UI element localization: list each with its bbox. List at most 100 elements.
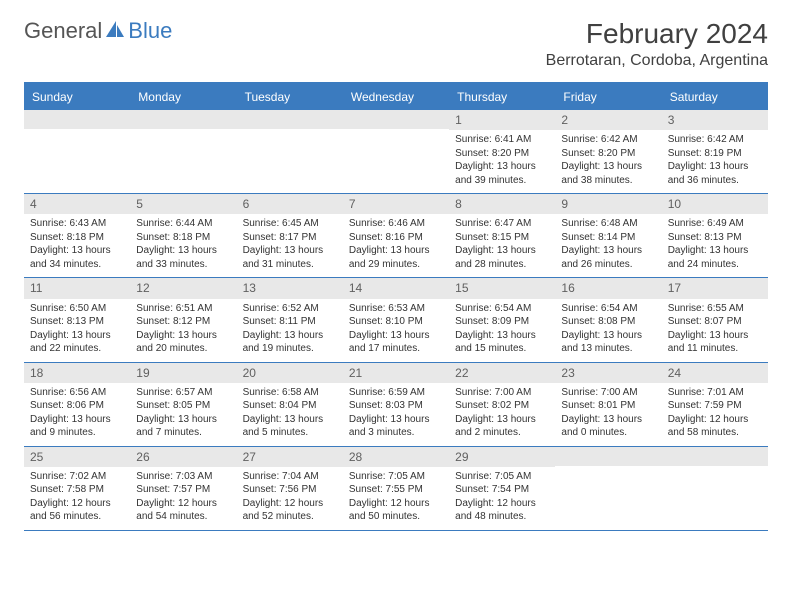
location-text: Berrotaran, Cordoba, Argentina (546, 52, 768, 70)
header-right: February 2024 Berrotaran, Cordoba, Argen… (546, 18, 768, 70)
day-cell: 18 Sunrise: 6:56 AMSunset: 8:06 PMDayligh… (24, 363, 130, 447)
day-cell: 25 Sunrise: 7:02 AMSunset: 7:58 PMDayligh… (24, 447, 130, 531)
empty-cell (237, 110, 343, 194)
day-cell: 9 Sunrise: 6:48 AMSunset: 8:14 PMDaylight… (555, 194, 661, 278)
day-number: 28 (343, 447, 449, 467)
day-details: Sunrise: 7:03 AMSunset: 7:57 PMDaylight:… (136, 470, 230, 524)
empty-band (24, 110, 130, 129)
day-number: 12 (130, 278, 236, 298)
day-number: 29 (449, 447, 555, 467)
day-number: 18 (24, 363, 130, 383)
day-details: Sunrise: 6:46 AMSunset: 8:16 PMDaylight:… (349, 217, 443, 271)
empty-cell (24, 110, 130, 194)
empty-cell (343, 110, 449, 194)
day-number: 1 (449, 110, 555, 130)
day-cell: 21 Sunrise: 6:59 AMSunset: 8:03 PMDayligh… (343, 363, 449, 447)
day-details: Sunrise: 6:45 AMSunset: 8:17 PMDaylight:… (243, 217, 337, 271)
empty-band (237, 110, 343, 129)
day-cell: 8 Sunrise: 6:47 AMSunset: 8:15 PMDaylight… (449, 194, 555, 278)
day-cell: 15 Sunrise: 6:54 AMSunset: 8:09 PMDayligh… (449, 278, 555, 362)
day-cell: 2 Sunrise: 6:42 AMSunset: 8:20 PMDaylight… (555, 110, 661, 194)
empty-band (130, 110, 236, 129)
day-details: Sunrise: 6:57 AMSunset: 8:05 PMDaylight:… (136, 386, 230, 440)
empty-band (662, 447, 768, 466)
day-cell: 7Sunrise: 6:46 AMSunset: 8:16 PMDaylight… (343, 194, 449, 278)
day-number: 27 (237, 447, 343, 467)
day-cell: 24 Sunrise: 7:01 AMSunset: 7:59 PMDayligh… (662, 363, 768, 447)
day-cell: 13 Sunrise: 6:52 AMSunset: 8:11 PMDayligh… (237, 278, 343, 362)
day-details: Sunrise: 7:02 AMSunset: 7:58 PMDaylight:… (30, 470, 124, 524)
day-details: Sunrise: 6:42 AMSunset: 8:20 PMDaylight:… (561, 133, 655, 187)
day-number: 13 (237, 278, 343, 298)
header: General Blue February 2024 Berrotaran, C… (24, 18, 768, 70)
day-details: Sunrise: 6:44 AMSunset: 8:18 PMDaylight:… (136, 217, 230, 271)
day-number: 23 (555, 363, 661, 383)
day-cell: 5 Sunrise: 6:44 AMSunset: 8:18 PMDaylight… (130, 194, 236, 278)
day-details: Sunrise: 7:01 AMSunset: 7:59 PMDaylight:… (668, 386, 762, 440)
logo-text-general: General (24, 18, 102, 44)
day-header: Monday (130, 84, 236, 110)
day-details: Sunrise: 6:53 AMSunset: 8:10 PMDaylight:… (349, 302, 443, 356)
empty-band (343, 110, 449, 129)
day-cell: 20Sunrise: 6:58 AMSunset: 8:04 PMDayligh… (237, 363, 343, 447)
day-cell: 17 Sunrise: 6:55 AMSunset: 8:07 PMDayligh… (662, 278, 768, 362)
day-details: Sunrise: 6:48 AMSunset: 8:14 PMDaylight:… (561, 217, 655, 271)
day-details: Sunrise: 6:55 AMSunset: 8:07 PMDaylight:… (668, 302, 762, 356)
day-details: Sunrise: 7:00 AMSunset: 8:02 PMDaylight:… (455, 386, 549, 440)
day-details: Sunrise: 6:47 AMSunset: 8:15 PMDaylight:… (455, 217, 549, 271)
day-details: Sunrise: 6:56 AMSunset: 8:06 PMDaylight:… (30, 386, 124, 440)
day-details: Sunrise: 7:05 AMSunset: 7:54 PMDaylight:… (455, 470, 549, 524)
day-number: 16 (555, 278, 661, 298)
day-number: 15 (449, 278, 555, 298)
day-header: Wednesday (343, 84, 449, 110)
day-cell: 28 Sunrise: 7:05 AMSunset: 7:55 PMDayligh… (343, 447, 449, 531)
day-details: Sunrise: 6:49 AMSunset: 8:13 PMDaylight:… (668, 217, 762, 271)
day-number: 11 (24, 278, 130, 298)
day-number: 2 (555, 110, 661, 130)
day-number: 24 (662, 363, 768, 383)
day-number: 14 (343, 278, 449, 298)
day-header: Saturday (662, 84, 768, 110)
day-number: 5 (130, 194, 236, 214)
day-number: 9 (555, 194, 661, 214)
logo: General Blue (24, 18, 172, 44)
day-cell: 19 Sunrise: 6:57 AMSunset: 8:05 PMDayligh… (130, 363, 236, 447)
day-number: 25 (24, 447, 130, 467)
day-number: 22 (449, 363, 555, 383)
day-cell: 26Sunrise: 7:03 AMSunset: 7:57 PMDayligh… (130, 447, 236, 531)
day-details: Sunrise: 6:54 AMSunset: 8:08 PMDaylight:… (561, 302, 655, 356)
day-details: Sunrise: 6:43 AMSunset: 8:18 PMDaylight:… (30, 217, 124, 271)
day-details: Sunrise: 7:05 AMSunset: 7:55 PMDaylight:… (349, 470, 443, 524)
day-number: 17 (662, 278, 768, 298)
day-details: Sunrise: 6:52 AMSunset: 8:11 PMDaylight:… (243, 302, 337, 356)
day-cell: 12 Sunrise: 6:51 AMSunset: 8:12 PMDayligh… (130, 278, 236, 362)
day-cell: 1Sunrise: 6:41 AMSunset: 8:20 PMDaylight… (449, 110, 555, 194)
day-number: 19 (130, 363, 236, 383)
day-details: Sunrise: 6:54 AMSunset: 8:09 PMDaylight:… (455, 302, 549, 356)
day-cell: 27Sunrise: 7:04 AMSunset: 7:56 PMDayligh… (237, 447, 343, 531)
day-cell: 14 Sunrise: 6:53 AMSunset: 8:10 PMDayligh… (343, 278, 449, 362)
empty-cell (555, 447, 661, 531)
page-title: February 2024 (546, 18, 768, 50)
day-details: Sunrise: 6:59 AMSunset: 8:03 PMDaylight:… (349, 386, 443, 440)
day-cell: 23 Sunrise: 7:00 AMSunset: 8:01 PMDayligh… (555, 363, 661, 447)
day-number: 21 (343, 363, 449, 383)
logo-sail-icon (104, 19, 126, 44)
empty-cell (130, 110, 236, 194)
day-number: 6 (237, 194, 343, 214)
calendar-grid: SundayMondayTuesdayWednesdayThursdayFrid… (24, 82, 768, 531)
day-cell: 11Sunrise: 6:50 AMSunset: 8:13 PMDayligh… (24, 278, 130, 362)
day-details: Sunrise: 6:51 AMSunset: 8:12 PMDaylight:… (136, 302, 230, 356)
logo-text-blue: Blue (128, 18, 172, 44)
day-cell: 22 Sunrise: 7:00 AMSunset: 8:02 PMDayligh… (449, 363, 555, 447)
day-details: Sunrise: 6:58 AMSunset: 8:04 PMDaylight:… (243, 386, 337, 440)
day-number: 8 (449, 194, 555, 214)
day-cell: 16 Sunrise: 6:54 AMSunset: 8:08 PMDayligh… (555, 278, 661, 362)
day-cell: 6 Sunrise: 6:45 AMSunset: 8:17 PMDaylight… (237, 194, 343, 278)
day-cell: 29 Sunrise: 7:05 AMSunset: 7:54 PMDayligh… (449, 447, 555, 531)
day-details: Sunrise: 7:00 AMSunset: 8:01 PMDaylight:… (561, 386, 655, 440)
day-details: Sunrise: 6:42 AMSunset: 8:19 PMDaylight:… (668, 133, 762, 187)
empty-cell (662, 447, 768, 531)
day-cell: 10Sunrise: 6:49 AMSunset: 8:13 PMDayligh… (662, 194, 768, 278)
day-header: Thursday (449, 84, 555, 110)
